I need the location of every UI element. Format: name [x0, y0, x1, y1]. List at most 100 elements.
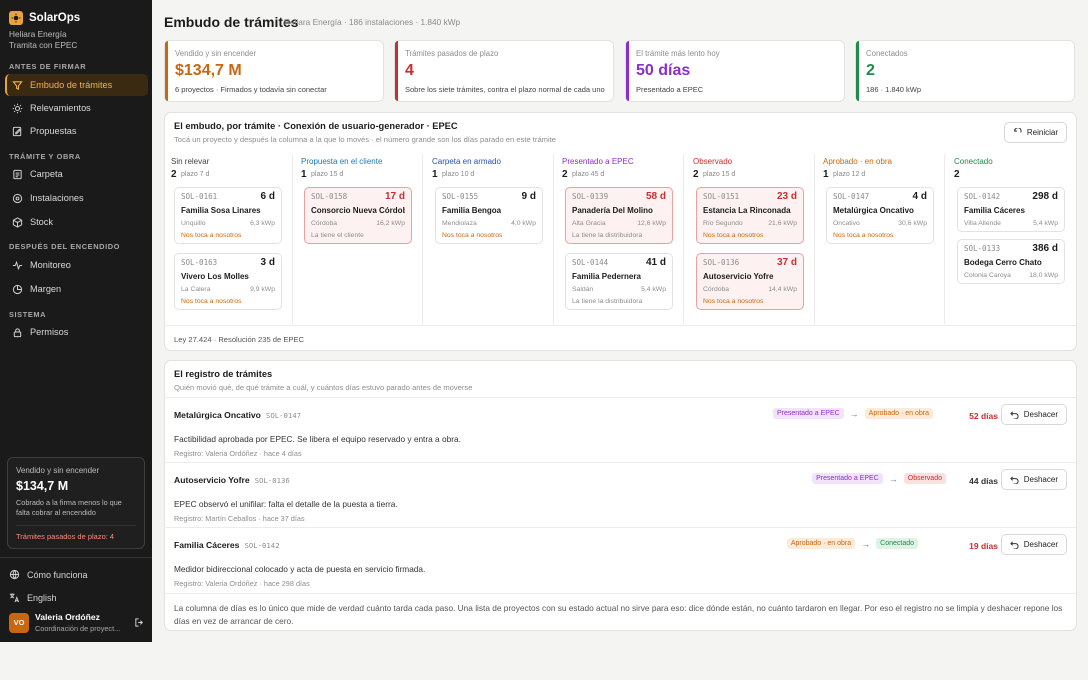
log-project-label: Autoservicio Yofre — [174, 475, 250, 485]
project-card[interactable]: SOL-0151 23 d Estancia La Rinconada Río Seg… — [696, 187, 804, 244]
project-name: Bodega Cerro Chato — [964, 258, 1042, 267]
log-transition: Presentado a EPEC → Aprobado · en obra — [773, 408, 933, 419]
project-card[interactable]: SOL-0144 41 d Familia Pedernera Saldán 5,4 k… — [565, 253, 673, 310]
sidebar-item-label: Permisos — [30, 327, 69, 337]
project-place: Colonia Caroya — [964, 272, 1011, 279]
to-stage-badge: Conectado — [876, 538, 918, 549]
sidebar-item-embudo[interactable]: Embudo de trámites — [5, 74, 148, 96]
column-name: Sin relevar — [171, 157, 210, 166]
project-name: Familia Cáceres — [964, 206, 1025, 215]
log-subtitle: Quién movió qué, de qué trámite a cuál, … — [174, 383, 473, 392]
funnel-column[interactable]: Aprobado · en obra 1 plazo 12 d SOL-0147 4 d… — [817, 154, 945, 324]
sidebar-item-carpeta[interactable]: Carpeta — [5, 163, 148, 185]
undo-button[interactable]: Deshacer — [1000, 404, 1067, 425]
project-card[interactable]: SOL-0163 3 d Vivero Los Molles La Calera 9,9… — [174, 253, 282, 310]
summary-desc: Cobrado a la firma menos lo que falta co… — [16, 498, 122, 517]
org-utility: Tramita con EPEC — [9, 40, 78, 50]
sidebar-item-propuestas[interactable]: Propuestas — [5, 120, 148, 142]
project-days: 37 d — [776, 257, 797, 268]
project-card[interactable]: SOL-0133 386 d Bodega Cerro Chato Colonia C… — [957, 239, 1065, 284]
project-name: Familia Sosa Linares — [181, 206, 261, 215]
project-days: 58 d — [645, 191, 666, 202]
project-meta: Saldán 5,4 kWp — [572, 286, 666, 293]
sidebar-item-instalaciones[interactable]: Instalaciones — [5, 187, 148, 209]
undo-label: Deshacer — [1023, 410, 1058, 419]
project-card[interactable]: SOL-0147 4 d Metalúrgica Oncativo Oncativo 3… — [826, 187, 934, 244]
column-sla: plazo 15 d — [703, 171, 736, 178]
sun-icon — [12, 103, 23, 113]
log-registrant: Registro: Martín Ceballos · hace 37 días — [174, 514, 305, 523]
sidebar-item-stock[interactable]: Stock — [5, 211, 148, 233]
undo-button[interactable]: Deshacer — [1000, 534, 1067, 555]
project-kwp: 14,4 kWp — [768, 286, 797, 293]
from-stage-badge: Presentado a EPEC — [812, 473, 883, 484]
project-kwp: 21,6 kWp — [768, 220, 797, 227]
funnel-column[interactable]: Sin relevar 2 plazo 7 d SOL-0161 6 d Familia … — [165, 154, 293, 324]
project-code: SOL-0155 — [442, 192, 479, 201]
logout-icon[interactable] — [134, 617, 145, 628]
column-name: Propuesta en el cliente — [301, 157, 383, 166]
column-name: Observado — [693, 157, 733, 166]
project-card[interactable]: SOL-0142 298 d Familia Cáceres Villa Allend… — [957, 187, 1065, 232]
funnel-column[interactable]: Propuesta en el cliente 1 plazo 15 d SOL-01… — [295, 154, 423, 324]
funnel-column[interactable]: Observado 2 plazo 15 d SOL-0151 23 d Estancia… — [687, 154, 815, 324]
sidebar-item-permisos[interactable]: Permisos — [5, 321, 148, 343]
kpi-value: 4 — [405, 62, 414, 79]
user-profile[interactable]: VO Valeria Ordóñez Coordinación de proye… — [9, 612, 145, 633]
project-days: 4 d — [912, 191, 927, 202]
undo-icon — [1009, 476, 1019, 484]
brand[interactable]: SolarOps — [9, 11, 80, 25]
project-card[interactable]: SOL-0139 58 d Panadería Del Molino Alta Gra… — [565, 187, 673, 244]
kpi-card: El trámite más lento hoy 50 días Presentad… — [625, 40, 845, 102]
log-transition: Presentado a EPEC → Observado — [812, 473, 946, 484]
column-count: 2 — [954, 169, 960, 180]
undo-button[interactable]: Deshacer — [1000, 469, 1067, 490]
log-entry: Autoservicio Yofre SOL-0136 Presentado a E… — [165, 462, 1076, 527]
project-name: Autoservicio Yofre — [703, 272, 774, 281]
project-days: 3 d — [260, 257, 275, 268]
sidebar-divider — [0, 557, 152, 558]
project-kwp: 5,4 kWp — [641, 286, 666, 293]
section-title-sistema: SISTEMA — [9, 310, 47, 319]
sidebar-item-monitoreo[interactable]: Monitoreo — [5, 254, 148, 276]
sidebar-item-relevamientos[interactable]: Relevamientos — [5, 97, 148, 119]
project-card[interactable]: SOL-0155 9 d Familia Bengoa Mendiolaza 4,0 k… — [435, 187, 543, 244]
language-toggle[interactable]: English — [9, 592, 57, 603]
reset-label: Reiniciar — [1026, 128, 1058, 137]
reset-button[interactable]: Reiniciar — [1003, 122, 1067, 143]
brand-name: SolarOps — [29, 12, 81, 24]
project-code: SOL-0163 — [181, 258, 218, 267]
log-note: EPEC observó el unifilar: falta el detal… — [174, 499, 398, 509]
project-owner: La tiene la distribuidora — [572, 232, 643, 239]
project-meta: La Calera 9,9 kWp — [181, 286, 275, 293]
project-kwp: 12,6 kWp — [637, 220, 666, 227]
log-entry: Metalúrgica Oncativo SOL-0147 Presentado a… — [165, 397, 1076, 462]
funnel-column[interactable]: Carpeta en armado 1 plazo 10 d SOL-0155 9 d F… — [426, 154, 554, 324]
project-owner: Nos toca a nosotros — [703, 232, 764, 239]
sidebar-summary-card: Vendido y sin encender $134,7 M Cobrado … — [7, 457, 145, 549]
help-link[interactable]: Cómo funciona — [9, 569, 88, 580]
kpi-accent-bar — [395, 41, 398, 101]
kpi-label: Conectados — [866, 49, 908, 58]
project-kwp: 9,9 kWp — [250, 286, 275, 293]
sidebar-item-margen[interactable]: Margen — [5, 278, 148, 300]
kpi-desc: Presentado a EPEC — [636, 85, 704, 94]
chart-pie-icon — [12, 284, 23, 294]
column-count: 2 — [171, 169, 177, 180]
funnel-column[interactable]: Conectado 2 SOL-0142 298 d Familia Cáceres Vi… — [948, 154, 1076, 324]
from-stage-badge: Aprobado · en obra — [786, 538, 856, 549]
project-owner: Nos toca a nosotros — [181, 298, 242, 305]
project-kwp: 5,4 kWp — [1033, 220, 1058, 227]
project-card[interactable]: SOL-0161 6 d Familia Sosa Linares Unquillo 6… — [174, 187, 282, 244]
kpi-desc: 186 · 1.840 kWp — [866, 85, 922, 94]
project-owner: Nos toca a nosotros — [833, 232, 894, 239]
activity-icon — [12, 260, 23, 270]
project-owner: Nos toca a nosotros — [442, 232, 503, 239]
help-label: Cómo funciona — [27, 569, 88, 580]
log-project-name: Autoservicio Yofre SOL-0136 — [174, 475, 290, 485]
funnel-column[interactable]: Presentado a EPEC 2 plazo 45 d SOL-0139 58 d… — [556, 154, 684, 324]
project-owner: Nos toca a nosotros — [181, 232, 242, 239]
project-card[interactable]: SOL-0158 17 d Consorcio Nueva Córdoba Córdo… — [304, 187, 412, 244]
project-meta: Oncativo 30,6 kWp — [833, 220, 927, 227]
project-card[interactable]: SOL-0136 37 d Autoservicio Yofre Córdoba 14,… — [696, 253, 804, 310]
